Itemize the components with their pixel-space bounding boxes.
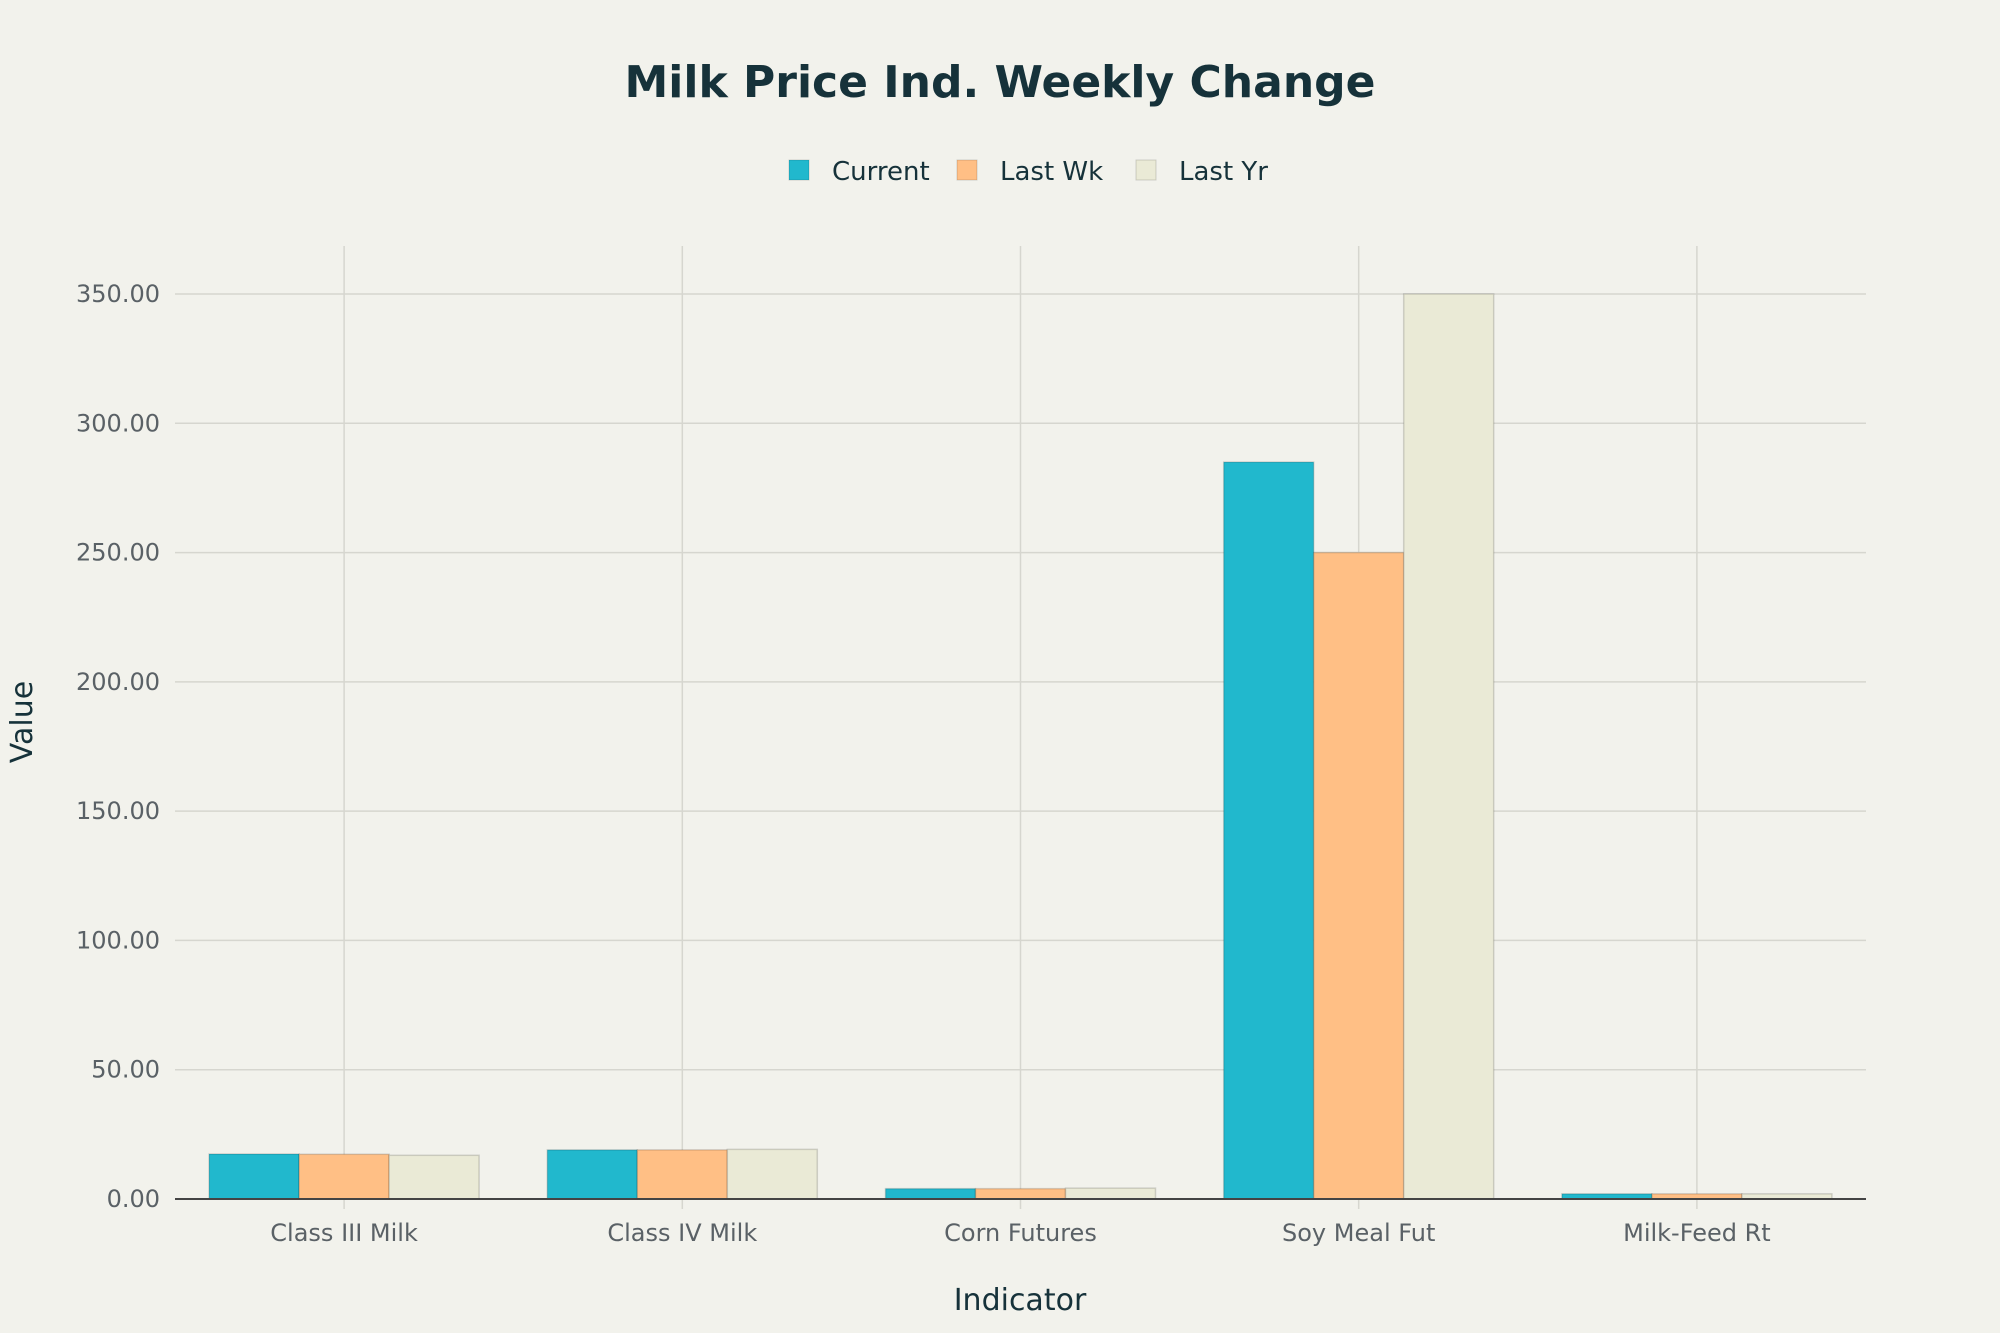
y-tick-label: 50.00 (91, 1056, 160, 1084)
bar-last-wk (298, 1153, 390, 1200)
bar-last-yr (1402, 293, 1495, 1200)
legend-label: Last Yr (1179, 157, 1268, 187)
y-tick-label: 150.00 (76, 797, 160, 825)
bar-last-wk (1312, 551, 1405, 1200)
x-tick-label: Corn Futures (944, 1219, 1097, 1247)
legend-swatch (788, 159, 810, 181)
bar-last-yr (726, 1148, 819, 1200)
bar-current (884, 1187, 977, 1200)
x-axis-title: Indicator (954, 1283, 1087, 1318)
x-tick-label: Class IV Milk (607, 1219, 757, 1247)
bar-last-wk (636, 1149, 729, 1200)
chart-title: Milk Price Ind. Weekly Change (625, 57, 1376, 108)
y-tick-label: 100.00 (76, 926, 160, 954)
x-tick-label: Class III Milk (270, 1219, 418, 1247)
x-tick-label: Milk-Feed Rt (1623, 1219, 1771, 1247)
axes: 0.00 50.00 100.00 150.00 200.00 250.00 300.00 3… (76, 280, 1866, 1247)
legend: Current Last Wk Last Yr (788, 157, 1268, 187)
legend-swatch (1135, 159, 1157, 181)
legend-label: Current (832, 157, 930, 187)
grid (175, 246, 1866, 1199)
y-tick-label: 250.00 (76, 539, 160, 567)
x-tick-label: Soy Meal Fut (1282, 1219, 1435, 1247)
y-tick-label: 300.00 (76, 409, 160, 437)
y-tick-label: 0.00 (107, 1185, 160, 1213)
bar-current (208, 1153, 300, 1200)
y-tick-label: 350.00 (76, 280, 160, 308)
bars (208, 293, 1833, 1200)
bar-last-wk (974, 1187, 1067, 1200)
bar-current (546, 1149, 639, 1200)
bar-current (1222, 461, 1315, 1200)
y-tick-label: 200.00 (76, 668, 160, 696)
legend-label: Last Wk (1000, 157, 1103, 187)
bar-last-yr (388, 1154, 480, 1200)
bar-last-yr (1064, 1187, 1157, 1200)
y-axis-title: Value (5, 681, 40, 763)
legend-swatch (956, 159, 978, 181)
